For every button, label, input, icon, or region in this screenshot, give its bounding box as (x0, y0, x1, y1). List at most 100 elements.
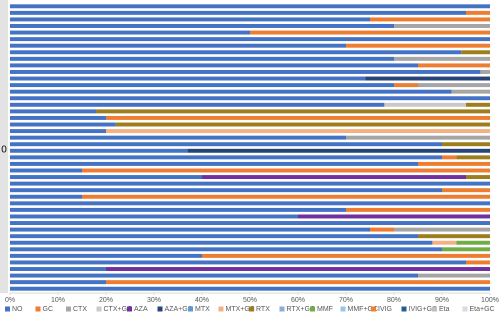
x-tick-label: 30% (147, 297, 161, 304)
bar-segment (10, 122, 116, 127)
bar-segment (10, 50, 462, 55)
bar-segment (394, 83, 418, 88)
bar-segment (10, 273, 418, 278)
bar-segment (10, 24, 394, 28)
bar-segment (466, 175, 490, 180)
legend-swatch (127, 306, 132, 312)
legend-swatch (432, 306, 437, 312)
bar-segment (10, 194, 82, 199)
legend-label: CTX+GC (104, 306, 133, 313)
legend-swatch (310, 306, 315, 312)
bar-segment (456, 240, 490, 245)
bar-segment (10, 76, 366, 81)
bar-segment (10, 227, 370, 232)
bar-segment (82, 194, 490, 199)
bar-segment (10, 168, 82, 173)
legend-label: RTX (256, 306, 270, 313)
bar-segment (10, 115, 106, 120)
bar-segment (10, 10, 466, 15)
bar-segment (10, 142, 442, 147)
x-tick-label: 10% (51, 297, 65, 304)
legend-label: MMF+GC (348, 306, 379, 313)
bar-segment (456, 155, 490, 160)
bar-segment (432, 240, 457, 245)
bar-segment (10, 96, 490, 101)
bar-segment (10, 267, 106, 271)
bar-segment (394, 24, 490, 28)
bar-segment (10, 135, 346, 140)
bar-segment (370, 227, 394, 232)
bar-segment (202, 175, 466, 180)
legend-label: AZA (134, 306, 148, 313)
x-tick-label: 40% (195, 297, 209, 304)
bar-segment (10, 155, 442, 160)
legend-swatch (401, 306, 407, 312)
bar-segment (394, 227, 490, 232)
bar-segment (298, 214, 490, 219)
bar-segment (10, 260, 466, 265)
bar-segment (418, 83, 490, 88)
bar-segment (10, 129, 106, 134)
bar-segment (370, 17, 490, 22)
legend-label: Eta+GC (470, 306, 495, 313)
legend-label: IVIG (378, 306, 392, 313)
bar-segment (10, 253, 202, 258)
y-axis-label: 0 (1, 145, 7, 156)
bar-segment (10, 69, 481, 74)
bar-segment (106, 129, 490, 134)
legend-label: GC (43, 306, 54, 313)
legend-label: RTX+GC (287, 306, 315, 313)
legend-swatch (462, 306, 468, 312)
legend-label: Eta (439, 306, 450, 313)
x-tick-label: 90% (435, 297, 449, 304)
bar-segment (418, 234, 490, 239)
bar-segment (442, 155, 457, 160)
bar-segment (10, 247, 442, 252)
legend-swatch (218, 306, 224, 312)
bar-segment (10, 240, 433, 245)
legend-swatch (35, 306, 41, 312)
bar-segment (96, 109, 491, 114)
bar-segment (10, 286, 490, 291)
bar-segment (10, 109, 97, 114)
bar-segment (346, 207, 490, 212)
legend-swatch (279, 306, 285, 312)
x-tick-label: 20% (99, 297, 113, 304)
legend-swatch (371, 306, 376, 312)
bar-segment (10, 181, 490, 186)
x-tick-label: 60% (291, 297, 305, 304)
bar-segment (466, 10, 490, 15)
legend-swatch (66, 306, 71, 312)
legend-swatch (5, 306, 10, 312)
x-tick-label: 0% (5, 297, 15, 304)
bar-segment (250, 30, 490, 35)
bar-segment (442, 142, 490, 147)
bar-segment (115, 122, 490, 127)
bar-segment (10, 37, 490, 42)
bar-segment (10, 175, 202, 180)
bar-segment (10, 207, 346, 212)
legend-label: MMF (317, 306, 333, 313)
bar-segment (10, 221, 490, 226)
bar-segment (10, 280, 106, 285)
bar-segment (480, 69, 490, 74)
legend-label: CTX (73, 306, 87, 313)
x-tick-label: 100% (481, 297, 499, 304)
legend-label: MTX+GC (226, 306, 255, 313)
bar-segment (10, 214, 298, 219)
bar-segment (10, 56, 394, 61)
legend-swatch (157, 306, 163, 312)
legend-swatch (96, 306, 102, 312)
bar-segment (106, 280, 490, 285)
bar-segment (365, 76, 490, 81)
bar-segment (442, 247, 490, 252)
bar-segment (466, 102, 490, 107)
y-axis-strip (0, 0, 8, 293)
bar-segment (418, 273, 490, 278)
x-tick-label: 70% (339, 297, 353, 304)
bar-segment (10, 83, 394, 88)
legend-swatch (249, 306, 254, 312)
legend-swatch (340, 306, 346, 312)
bar-segment (106, 267, 490, 271)
bar-segment (394, 56, 490, 61)
